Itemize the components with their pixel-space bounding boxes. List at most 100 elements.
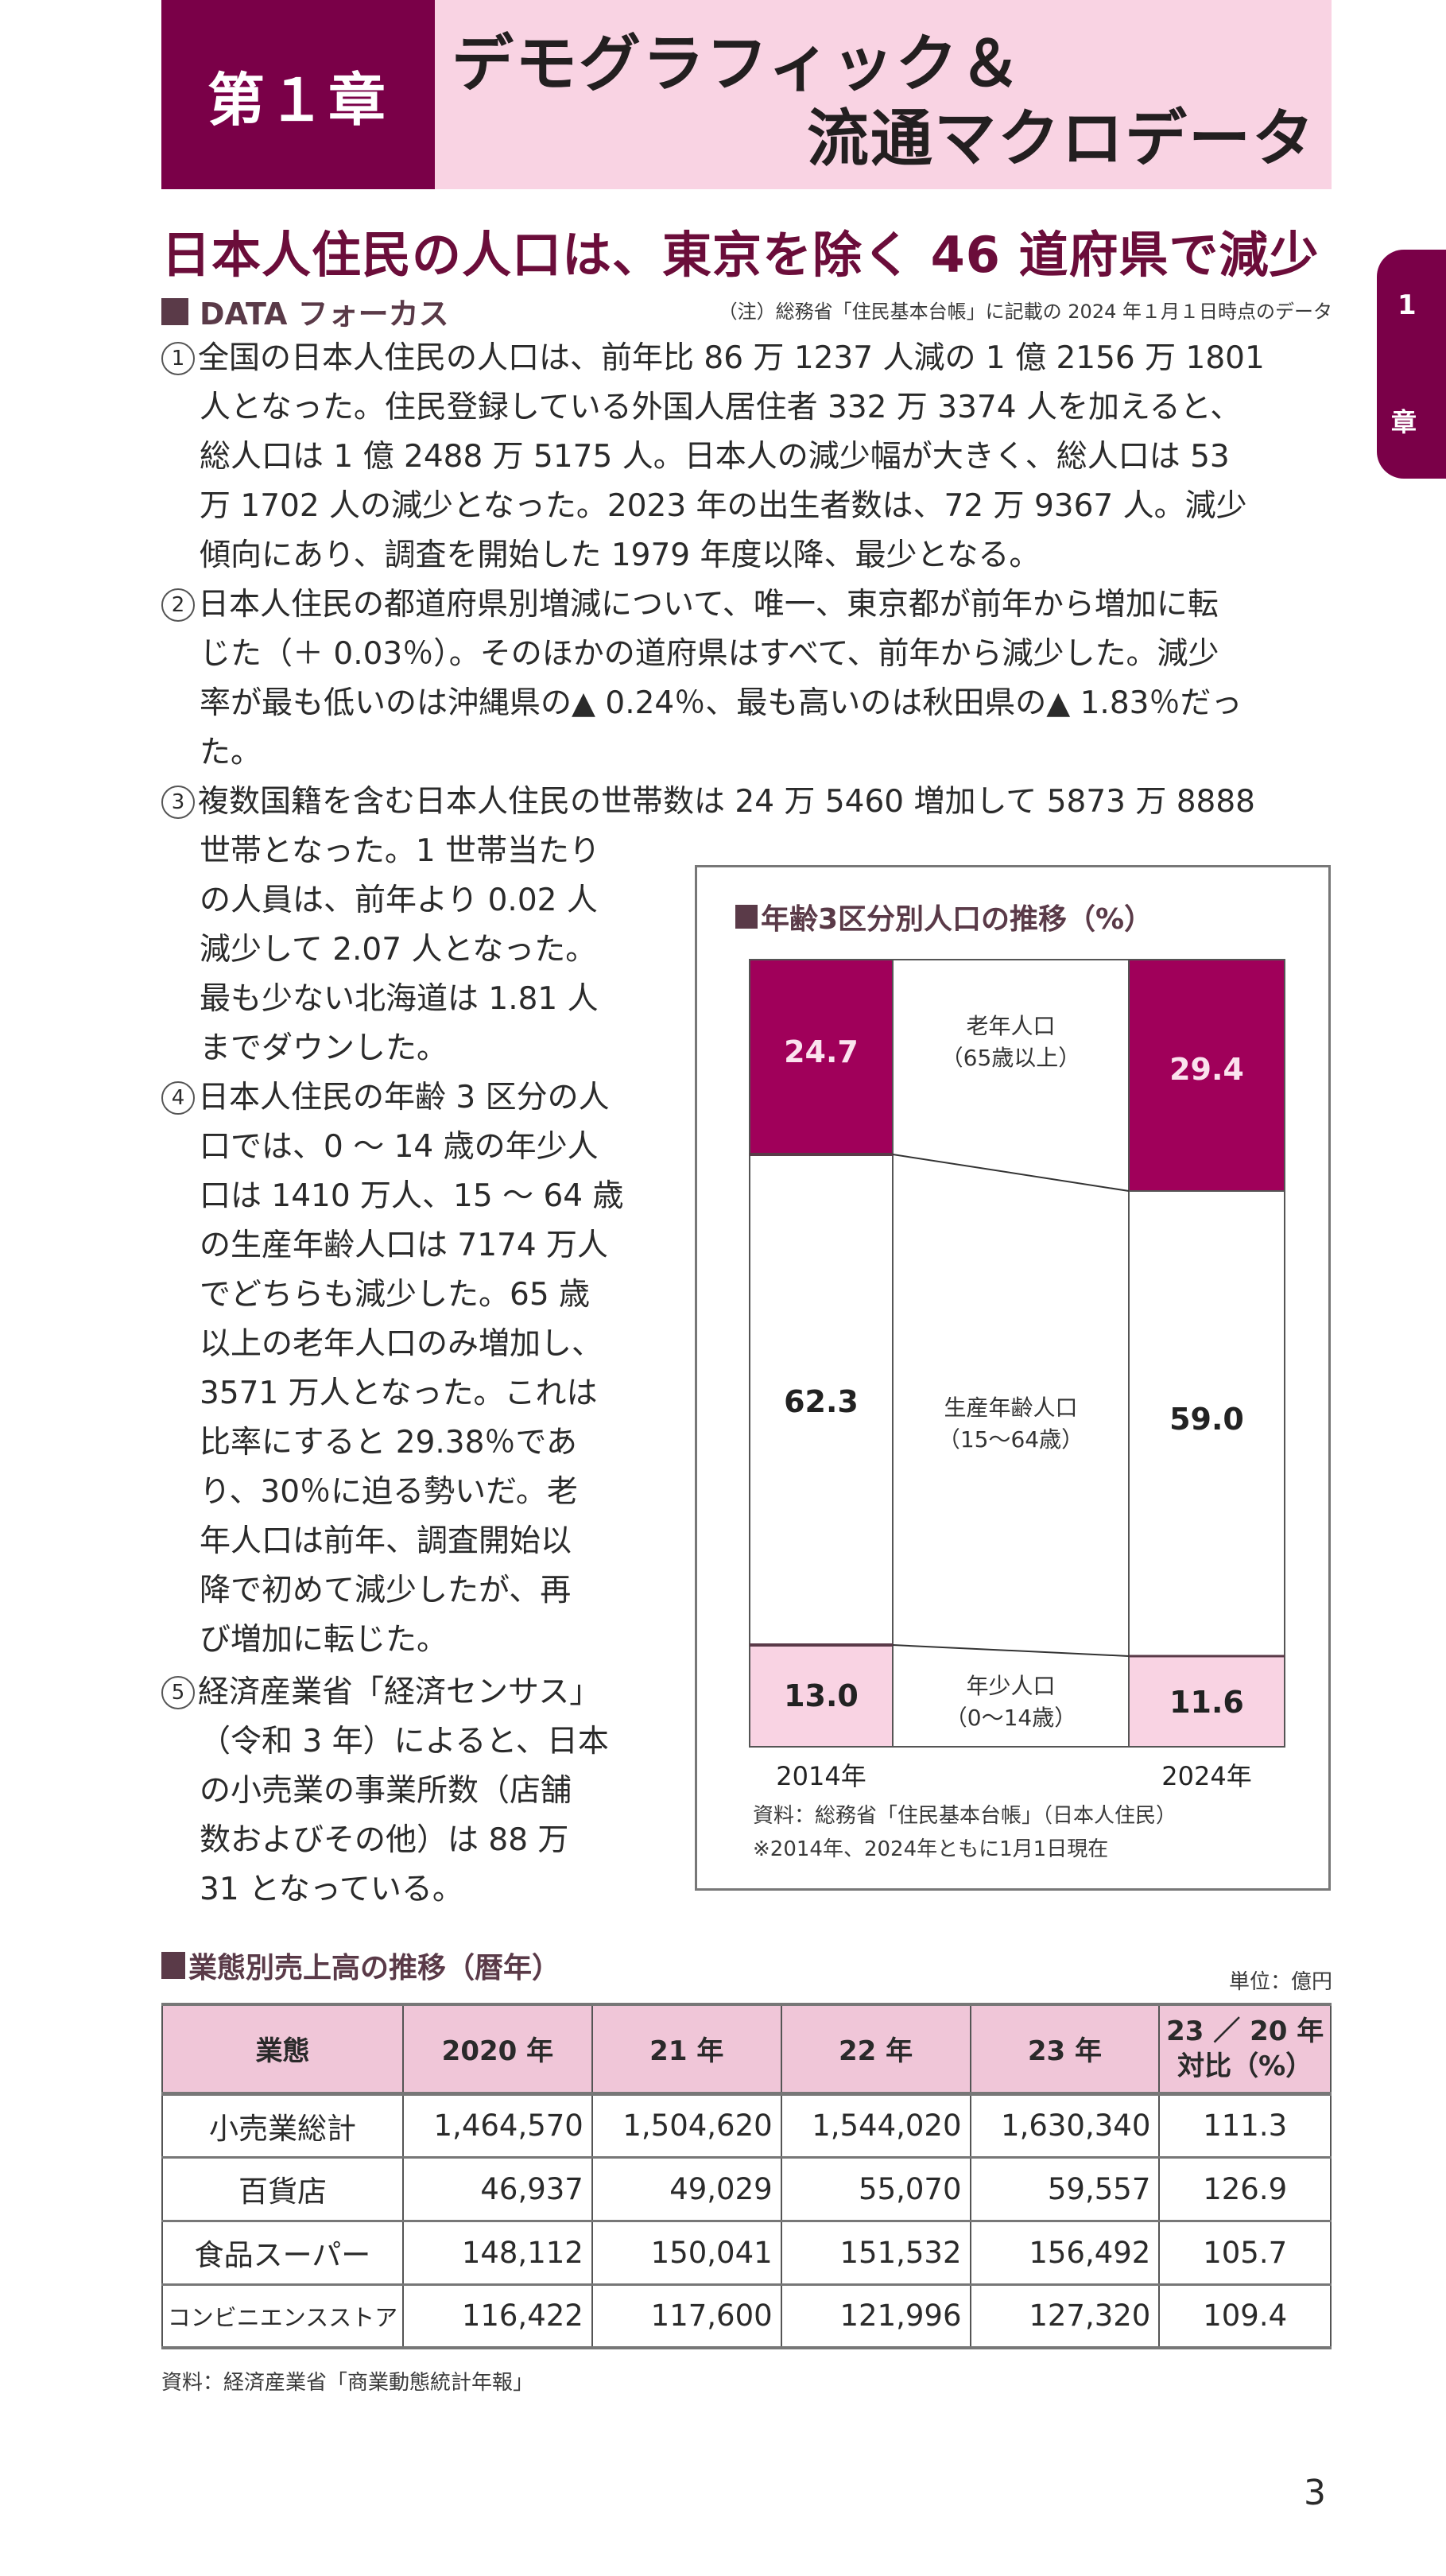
paragraph-line: 複数国籍を含む日本人住民の世帯数は 24 万 5460 増加して 5873 万 … <box>198 784 1255 820</box>
paragraph-line: 数およびその他）は 88 万 <box>200 1822 569 1858</box>
cell-2021: 117,600 <box>591 2283 782 2349</box>
paragraph-line: 比率にすると 29.38％であ <box>200 1425 578 1461</box>
paragraph-line: 万 1702 人の減少となった。2023 年の出生者数は、72 万 9367 人… <box>200 488 1247 524</box>
chart-source: 資料：総務省「住民基本台帳」（日本人住民） <box>753 1804 1177 1828</box>
paragraph-line: 口は 1410 万人、15 ～ 64 歳 <box>200 1178 624 1214</box>
chart-footnote: ※2014年、2024年ともに1月1日現在 <box>753 1837 1109 1861</box>
paragraph-line: 31 となっている。 <box>200 1872 463 1907</box>
paragraph-line: 日本人住民の年齢 3 区分の人 <box>198 1080 610 1115</box>
cell-ratio: 105.7 <box>1158 2219 1332 2285</box>
table-row: 食品スーパー 148,112 150,041 151,532 156,492 1… <box>161 2219 1332 2285</box>
chapter-side-tab: 1 章 <box>1377 250 1446 479</box>
header-category: 業態 <box>161 2004 404 2096</box>
data-focus-label: DATA フォーカス <box>161 289 449 333</box>
cell-2020: 46,937 <box>401 2155 593 2221</box>
sales-table-title: 業態別売上高の推移（暦年） <box>161 1945 560 1986</box>
cell-2023: 59,557 <box>969 2155 1161 2221</box>
table-row: 百貨店 46,937 49,029 55,070 59,557 126.9 <box>161 2155 1332 2221</box>
cell-2020: 148,112 <box>401 2219 593 2285</box>
chapter-title-line-2: 流通マクロデータ <box>806 103 1316 175</box>
header-2022: 22 年 <box>780 2004 971 2096</box>
paragraph-line: の人員は、前年より 0.02 人 <box>200 883 598 918</box>
bar-2024-young <box>1128 1655 1285 1748</box>
chart-title: 年齢3区分別人口の推移（%） <box>735 896 1153 937</box>
paragraph-line: 降で初めて減少したが、再 <box>200 1573 572 1608</box>
row-name: 食品スーパー <box>161 2219 404 2285</box>
table-row: 小売業総計 1,464,570 1,504,620 1,544,020 1,63… <box>161 2092 1332 2158</box>
cell-ratio: 111.3 <box>1158 2092 1332 2158</box>
cell-2023: 156,492 <box>969 2219 1161 2285</box>
unit-label: 単位：億円 <box>1228 1970 1332 1994</box>
value-2024-old: 29.4 <box>1169 1052 1244 1087</box>
paragraph-line: 減少して 2.07 人となった。 <box>200 932 597 968</box>
cell-ratio: 126.9 <box>1158 2155 1332 2221</box>
value-2024-working: 59.0 <box>1169 1402 1244 1437</box>
header-ratio: 23 ／ 20 年 対比（%） <box>1158 2004 1332 2096</box>
paragraph-line: （令和 3 年）によると、日本 <box>200 1724 609 1759</box>
sales-table: 業態 2020 年 21 年 22 年 23 年 23 ／ 20 年 対比（%）… <box>161 2003 1332 2349</box>
paragraph-line: 年人口は前年、調査開始以 <box>200 1523 572 1559</box>
legend-old: 老年人口 （65歳以上） <box>940 1013 1081 1071</box>
cell-2021: 49,029 <box>591 2155 782 2221</box>
paragraph-5: 5 経済産業省「経済センサス」 （令和 3 年）によると、日本 の小売業の事業所数… <box>161 1668 654 1915</box>
cell-2021: 150,041 <box>591 2219 782 2285</box>
value-2014-old: 24.7 <box>784 1034 859 1069</box>
paragraph-line: び増加に転じた。 <box>200 1622 448 1658</box>
cell-2023: 127,320 <box>969 2283 1161 2349</box>
value-2014-young: 13.0 <box>784 1678 859 1713</box>
paragraph-line: 世帯となった。1 世帯当たり <box>200 833 601 869</box>
cell-2021: 1,504,620 <box>591 2092 782 2158</box>
paragraph-line: 以上の老年人口のみ増加し、 <box>200 1326 603 1362</box>
paragraph-line: り、30％に迫る勢いだ。老 <box>200 1474 578 1510</box>
legend-young: 年少人口 （0〜14歳） <box>944 1673 1077 1731</box>
cell-2022: 151,532 <box>780 2219 971 2285</box>
side-tab-char: 章 <box>1391 407 1417 437</box>
paragraph-line: た。 <box>200 735 262 770</box>
table-row: コンビニエンスストア 116,422 117,600 121,996 127,3… <box>161 2283 1332 2349</box>
paragraph-line: 率が最も低いのは沖縄県の▲ 0.24％、最も高いのは秋田県の▲ 1.83％だっ <box>200 685 1242 721</box>
value-2014-working: 62.3 <box>784 1384 859 1419</box>
chapter-title-line-1: デモグラフィック＆ <box>452 29 1023 100</box>
paragraph-line: 3571 万人となった。これは <box>200 1375 598 1411</box>
age-structure-chart: 年齢3区分別人口の推移（%） 24.7 29.4 62.3 59.0 13.0 … <box>695 865 1331 1891</box>
paragraph-3: 3 複数国籍を含む日本人住民の世帯数は 24 万 5460 増加して 5873 万… <box>161 778 1330 1073</box>
circled-number-2-icon: 2 <box>161 588 195 622</box>
connector-line-old <box>892 1154 1130 1192</box>
paragraph-line: の小売業の事業所数（店舗 <box>200 1773 572 1809</box>
paragraph-line: までダウンした。 <box>200 1030 448 1066</box>
value-2024-young: 11.6 <box>1169 1685 1244 1720</box>
bar-2024-working <box>1128 1190 1285 1657</box>
table-source: 資料：経済産業省「商業動態統計年報」 <box>161 2371 534 2395</box>
paragraph-line: じた（＋ 0.03％）。そのほかの道府県はすべて、前年から減少した。減少 <box>200 636 1219 672</box>
paragraph-line: でどちらも減少した。65 歳 <box>200 1277 591 1313</box>
header-2021: 21 年 <box>591 2004 782 2096</box>
circled-number-3-icon: 3 <box>161 786 195 819</box>
cell-2022: 121,996 <box>780 2283 971 2349</box>
cell-2022: 1,544,020 <box>780 2092 971 2158</box>
chapter-badge: 第１章 <box>161 0 435 189</box>
paragraph-line: 人となった。住民登録している外国人居住者 332 万 3374 人を加えると、 <box>200 390 1242 425</box>
square-bullet-icon <box>161 1952 185 1979</box>
chart-label-column <box>892 959 1130 1748</box>
chapter-number: 第１章 <box>207 66 389 134</box>
chart-title-text: 年齢3区分別人口の推移（%） <box>761 903 1153 936</box>
paragraph-line: 傾向にあり、調査を開始した 1979 年度以降、最少となる。 <box>200 537 1041 573</box>
paragraph-line: 総人口は 1 億 2488 万 5175 人。日本人の減少幅が大きく、総人口は … <box>200 439 1230 475</box>
page-number: 3 <box>1304 2473 1326 2513</box>
paragraph-line: 日本人住民の都道府県別増減について、唯一、東京都が前年から増加に転 <box>198 587 1219 623</box>
paragraph-4: 4 日本人住民の年齢 3 区分の人 口では、0 ～ 14 歳の年少人 口は 141… <box>161 1073 654 1665</box>
paragraph-line: 経済産業省「経済センサス」 <box>198 1674 601 1710</box>
cell-2022: 55,070 <box>780 2155 971 2221</box>
cell-2023: 1,630,340 <box>969 2092 1161 2158</box>
data-note: （注）総務省「住民基本台帳」に記載の 2024 年１月１日時点のデータ <box>718 301 1332 323</box>
square-bullet-icon <box>735 905 758 929</box>
row-name: コンビニエンスストア <box>161 2283 404 2349</box>
cell-2020: 1,464,570 <box>401 2092 593 2158</box>
row-name: 小売業総計 <box>161 2092 404 2158</box>
bar-2014-old <box>749 959 894 1155</box>
circled-number-4-icon: 4 <box>161 1081 195 1115</box>
cell-ratio: 109.4 <box>1158 2283 1332 2349</box>
table-header-row: 業態 2020 年 21 年 22 年 23 年 23 ／ 20 年 対比（%） <box>161 2004 1332 2096</box>
connector-line-young <box>892 1644 1130 1657</box>
legend-working: 生産年齢人口 （15〜64歳） <box>937 1395 1084 1453</box>
